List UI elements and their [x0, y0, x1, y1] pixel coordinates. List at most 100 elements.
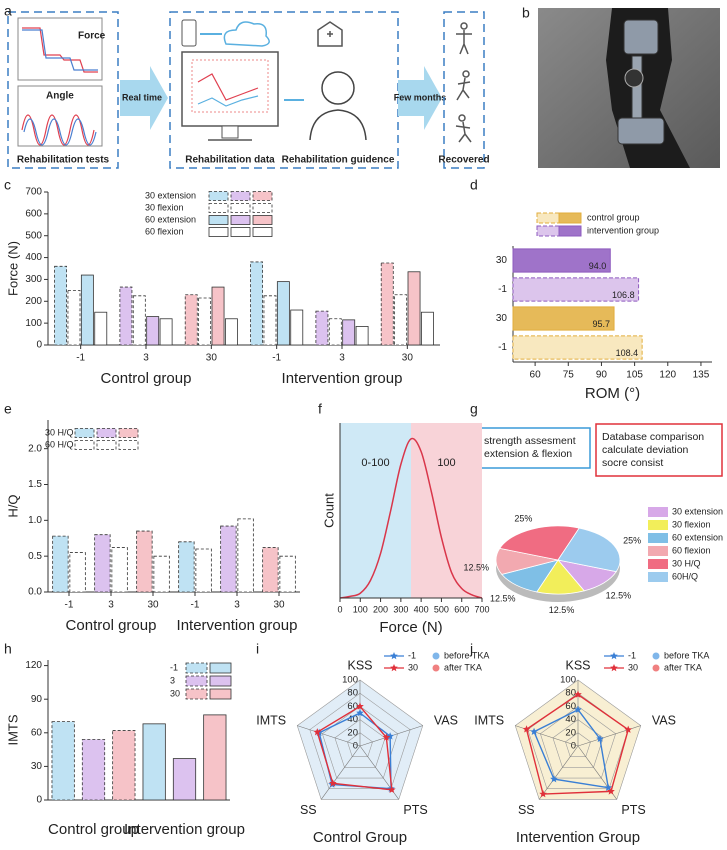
value-label: 108.4	[616, 348, 639, 358]
group-label: Control group	[101, 370, 192, 387]
bar	[69, 552, 86, 593]
arrow	[120, 66, 168, 130]
x-tick-label: 600	[454, 604, 469, 614]
panel-label: e	[4, 401, 12, 417]
legend-swatch	[209, 675, 232, 687]
legend-label: 60 extension	[672, 532, 723, 542]
r-tick-label: 0	[353, 741, 358, 752]
legend-swatch	[252, 227, 273, 237]
bar	[380, 262, 394, 346]
legend-swatch	[230, 215, 251, 225]
r-tick-label: 20	[565, 727, 576, 738]
cloud-icon	[223, 21, 270, 47]
bar	[153, 555, 170, 593]
step-label: Rehabilitation guidence	[282, 155, 395, 166]
bar	[355, 326, 369, 346]
radar-axis	[320, 745, 361, 800]
legend-swatch	[96, 428, 117, 438]
y-tick-label: 0	[36, 795, 42, 806]
arrow	[398, 66, 442, 130]
region	[340, 423, 411, 598]
legend-swatch	[74, 428, 95, 438]
legend-label: 30	[170, 688, 180, 698]
legend-marker	[390, 652, 398, 660]
radar-line	[525, 693, 630, 795]
bar	[54, 265, 68, 346]
y-axis-label: Count	[321, 493, 336, 528]
step-label: Recovered	[438, 155, 489, 166]
annotation: socre consist	[602, 457, 663, 469]
slice-label: 12.5%	[549, 605, 575, 615]
x-tick-label: 30	[206, 353, 218, 364]
region-label: 100	[437, 457, 455, 469]
chart-title: Control Group	[313, 829, 407, 846]
legend-swatch	[185, 675, 208, 687]
group-label: Control group	[66, 617, 157, 634]
bar	[315, 310, 329, 346]
panel-label: a	[4, 3, 12, 19]
y-tick-label: 500	[25, 230, 42, 241]
x-tick-label: 200	[373, 604, 388, 614]
annotation: extension & flexion	[484, 448, 572, 460]
legend-marker	[432, 652, 440, 660]
bar	[178, 541, 195, 593]
y-tick-label: 60	[31, 727, 43, 738]
legend-swatch	[252, 203, 273, 213]
x-tick-label: 700	[474, 604, 489, 614]
legend-label: 60 flexion	[145, 226, 184, 236]
radar-point	[382, 733, 391, 741]
panel-label: f	[318, 401, 322, 417]
screen-chart	[191, 59, 269, 113]
x-tick-label: 60	[530, 370, 542, 381]
legend-marker	[390, 664, 398, 672]
bar	[111, 547, 128, 593]
bar	[80, 274, 94, 346]
bar	[407, 271, 421, 346]
radar-point	[574, 690, 582, 698]
y-tick-label: 1.0	[28, 515, 42, 526]
y-tick-label: 1.5	[28, 479, 42, 490]
bar	[132, 295, 146, 346]
legend-swatch	[208, 203, 229, 213]
y-tick-label: 2.0	[28, 443, 42, 454]
radar-line	[316, 705, 393, 791]
x-tick-label: -1	[272, 353, 281, 364]
annotation: calculate deviation	[602, 444, 689, 456]
bar	[211, 286, 225, 346]
bar	[52, 535, 69, 593]
hospital-cross	[327, 31, 333, 37]
annotation: strength assesment	[484, 435, 576, 447]
bar	[342, 319, 356, 346]
step-label: Rehabilitation data	[185, 155, 275, 166]
y-tick-label: 600	[25, 208, 42, 219]
radar-axis	[538, 745, 579, 800]
plot-label: Angle	[46, 91, 74, 102]
legend-swatch	[558, 212, 582, 224]
legend-swatch	[209, 662, 232, 674]
category-label: -1	[498, 342, 507, 353]
axis-label: VAS	[652, 714, 676, 728]
legend-swatch	[208, 215, 229, 225]
legend-label: after TKA	[444, 662, 482, 672]
y-axis-label: Force (N)	[5, 241, 20, 296]
r-tick-label: 40	[565, 714, 576, 725]
y-tick-label: 90	[31, 694, 43, 705]
r-tick-label: 100	[342, 675, 358, 686]
arrow-label: Real time	[122, 92, 162, 102]
r-tick-label: 100	[560, 675, 576, 686]
panel-label: h	[4, 641, 12, 657]
legend-label: -1	[408, 650, 416, 660]
legend-label: 60H/Q	[672, 571, 698, 581]
bar	[263, 295, 277, 346]
arrow-label: Few months	[394, 92, 447, 102]
value-label: 95.7	[593, 319, 611, 329]
legend-swatch	[648, 507, 668, 517]
bar	[136, 530, 153, 593]
legend-label: 60 extension	[145, 214, 196, 224]
x-axis-label: Force (N)	[379, 619, 442, 636]
chart-title: Intervention Group	[516, 829, 640, 846]
legend-label: 30 flexion	[672, 519, 711, 529]
y-tick-label: 100	[25, 318, 42, 329]
axis-label: IMTS	[256, 714, 286, 728]
bar	[276, 281, 290, 346]
